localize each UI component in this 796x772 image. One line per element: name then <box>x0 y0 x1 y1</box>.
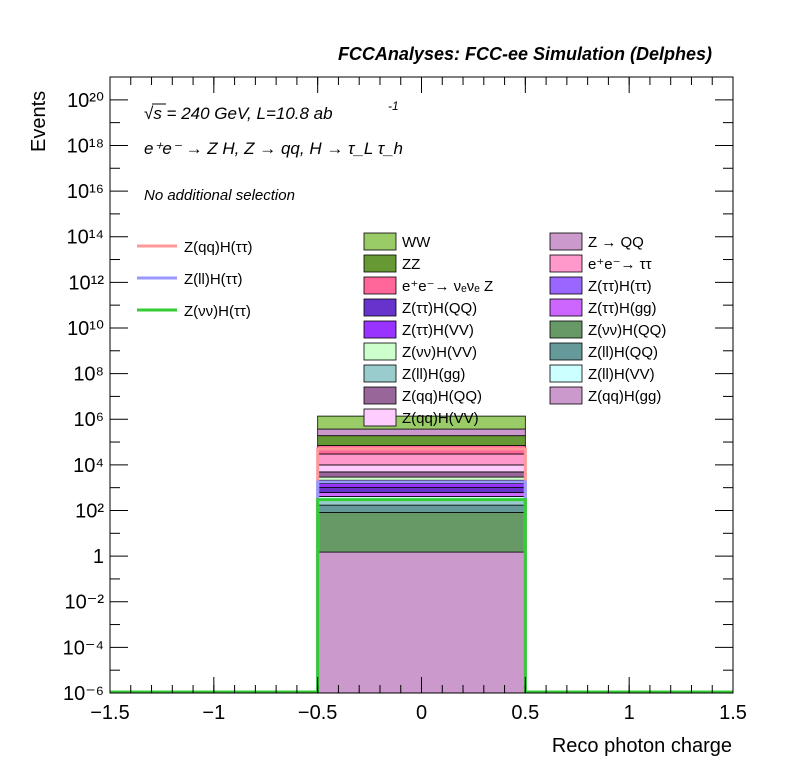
legend-col2-swatch-6 <box>549 364 583 383</box>
legend-col1-label-4: Z(ττ)H(VV) <box>402 322 474 339</box>
y-tick-label-5: 10⁴ <box>73 455 104 477</box>
legend-col1-label-8: Z(qq)H(VV) <box>402 410 479 427</box>
legend-col2-swatch-5 <box>549 342 583 361</box>
y-tick-label-8: 10¹⁰ <box>67 318 104 340</box>
x-axis-label: Reco photon charge <box>552 735 732 757</box>
legend-col2-label-4: Z(νν)H(QQ) <box>588 322 666 339</box>
stack-bar-0 <box>317 551 526 694</box>
stack-bar-6 <box>317 487 526 493</box>
stack-bar-5 <box>317 492 526 497</box>
y-tick-label-3: 1 <box>93 546 104 568</box>
legend-col2-label-5: Z(ll)H(QQ) <box>588 344 658 361</box>
plot-frame <box>109 76 734 694</box>
y-tick-label-12: 10¹⁸ <box>67 135 104 157</box>
x-tick-label-3: 0 <box>416 702 427 724</box>
legend-col2-swatch-4 <box>549 320 583 339</box>
y-tick-label-0: 10⁻⁶ <box>63 683 104 705</box>
stack-bar-12 <box>317 453 526 466</box>
x-tick-label-5: 1 <box>624 702 635 724</box>
stack-bar-1 <box>317 512 526 553</box>
legend-col1-swatch-4 <box>363 320 397 339</box>
y-tick-label-10: 10¹⁴ <box>67 227 105 249</box>
legend-col1-swatch-5 <box>363 342 397 361</box>
y-tick-label-4: 10² <box>75 500 104 522</box>
legend-signal-label-2: Z(νν)H(ττ) <box>184 303 251 320</box>
legend-col2-swatch-1 <box>549 254 583 273</box>
legend-col2-swatch-2 <box>549 276 583 295</box>
selection-label: No additional selection <box>144 187 295 204</box>
axes: −1.5 −1 −0.5 0 0.5 1 1.5 10⁻⁶ 10⁻⁴ 10⁻² 1 10² 10⁴ 10⁶… <box>63 76 747 724</box>
y-tick-label-7: 10⁸ <box>73 364 104 386</box>
y-tick-label-2: 10⁻² <box>65 592 105 614</box>
legend-signal-label-0: Z(qq)H(ττ) <box>184 239 253 256</box>
signal-line-2 <box>110 498 733 694</box>
legend-col2-label-1: e⁺e⁻→ ττ <box>588 256 652 273</box>
stack-bar-15 <box>317 428 526 437</box>
y-tick-label-1: 10⁻⁴ <box>63 637 104 659</box>
signal-lines <box>110 447 733 694</box>
legend-col1-swatch-0 <box>363 232 397 251</box>
legend-col1-label-7: Z(qq)H(QQ) <box>402 388 482 405</box>
legend: Z(qq)H(ττ) Z(ll)H(ττ) Z(νν)H(ττ) WW ZZ e⁺e⁻→ … <box>137 232 666 427</box>
legend-col1-label-6: Z(ll)H(gg) <box>402 366 465 383</box>
stack-bar-14 <box>317 435 526 446</box>
legend-col1-swatch-1 <box>363 254 397 273</box>
stack-bar-10 <box>317 471 526 478</box>
x-tick-label-2: −0.5 <box>298 702 337 724</box>
stack-bars <box>317 415 526 694</box>
x-tick-label-0: −1.5 <box>90 702 129 724</box>
stack-bar-9 <box>317 476 526 481</box>
legend-signal-label-1: Z(ll)H(ττ) <box>184 271 243 288</box>
legend-col1-label-5: Z(νν)H(VV) <box>402 344 477 361</box>
legend-col1-swatch-3 <box>363 298 397 317</box>
legend-col1-label-3: Z(ττ)H(QQ) <box>402 300 477 317</box>
y-axis-label: Events <box>28 91 50 152</box>
x-tick-label-4: 0.5 <box>511 702 539 724</box>
energy-label: √s = 240 GeV, L=10.8 ab <box>144 104 333 123</box>
legend-col1-swatch-6 <box>363 364 397 383</box>
legend-col2-swatch-3 <box>549 298 583 317</box>
legend-col1-label-2: e⁺e⁻→ νₑνₑ Z <box>402 278 493 295</box>
x-tick-label-6: 1.5 <box>719 702 747 724</box>
legend-col2-label-2: Z(ττ)H(ττ) <box>588 278 652 295</box>
legend-col2-swatch-7 <box>549 386 583 405</box>
legend-col1-swatch-8 <box>363 408 397 427</box>
legend-col2-swatch-0 <box>549 232 583 251</box>
legend-col2-label-6: Z(ll)H(VV) <box>588 366 655 383</box>
process-label: e⁺e⁻ → Z H, Z → qq, H → τ_L τ_h <box>144 139 403 158</box>
legend-col2-label-3: Z(ττ)H(gg) <box>588 300 657 317</box>
legend-col2-label-0: Z → QQ <box>588 234 644 251</box>
y-tick-label-11: 10¹⁶ <box>67 181 104 203</box>
y-tick-label-13: 10²⁰ <box>67 90 104 112</box>
legend-col1-swatch-7 <box>363 386 397 405</box>
y-tick-label-6: 10⁶ <box>74 409 104 431</box>
stack-bar-7 <box>317 483 526 488</box>
stack-bar-11 <box>317 464 526 473</box>
lumi-exponent: -1 <box>388 99 399 113</box>
y-tick-label-9: 10¹² <box>68 272 104 294</box>
legend-col1-label-0: WW <box>402 234 431 251</box>
x-tick-label-1: −1 <box>202 702 225 724</box>
legend-col1-label-1: ZZ <box>402 256 420 273</box>
legend-col1-swatch-2 <box>363 276 397 295</box>
chart-title: FCCAnalyses: FCC-ee Simulation (Delphes) <box>338 44 712 64</box>
legend-col2-label-7: Z(qq)H(gg) <box>588 388 661 405</box>
stack-bar-2 <box>317 504 526 513</box>
